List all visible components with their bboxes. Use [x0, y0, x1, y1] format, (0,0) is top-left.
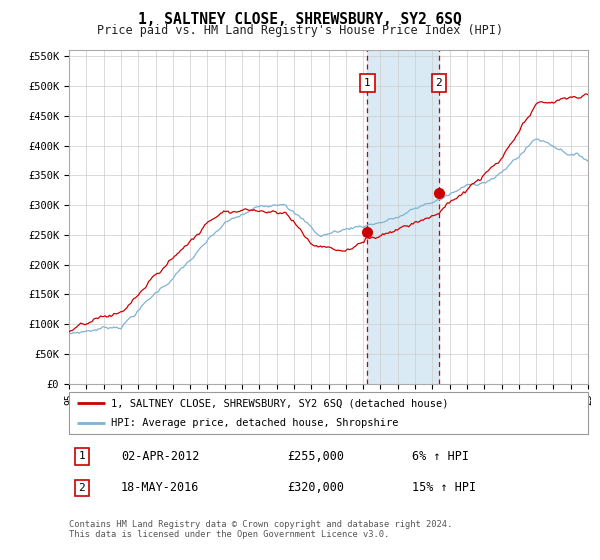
- Text: HPI: Average price, detached house, Shropshire: HPI: Average price, detached house, Shro…: [110, 418, 398, 428]
- FancyBboxPatch shape: [69, 392, 588, 434]
- Text: Contains HM Land Registry data © Crown copyright and database right 2024.
This d: Contains HM Land Registry data © Crown c…: [69, 520, 452, 539]
- Text: 2: 2: [436, 78, 442, 88]
- Text: 15% ↑ HPI: 15% ↑ HPI: [412, 482, 476, 494]
- Text: 02-APR-2012: 02-APR-2012: [121, 450, 199, 463]
- Text: 6% ↑ HPI: 6% ↑ HPI: [412, 450, 469, 463]
- Text: 1, SALTNEY CLOSE, SHREWSBURY, SY2 6SQ (detached house): 1, SALTNEY CLOSE, SHREWSBURY, SY2 6SQ (d…: [110, 398, 448, 408]
- Text: 18-MAY-2016: 18-MAY-2016: [121, 482, 199, 494]
- Text: 1: 1: [79, 451, 85, 461]
- Text: 2: 2: [79, 483, 85, 493]
- Bar: [367, 50, 439, 384]
- Text: Price paid vs. HM Land Registry's House Price Index (HPI): Price paid vs. HM Land Registry's House …: [97, 24, 503, 36]
- Text: £255,000: £255,000: [287, 450, 344, 463]
- Text: £320,000: £320,000: [287, 482, 344, 494]
- Text: 1: 1: [364, 78, 371, 88]
- Text: 1, SALTNEY CLOSE, SHREWSBURY, SY2 6SQ: 1, SALTNEY CLOSE, SHREWSBURY, SY2 6SQ: [138, 12, 462, 27]
